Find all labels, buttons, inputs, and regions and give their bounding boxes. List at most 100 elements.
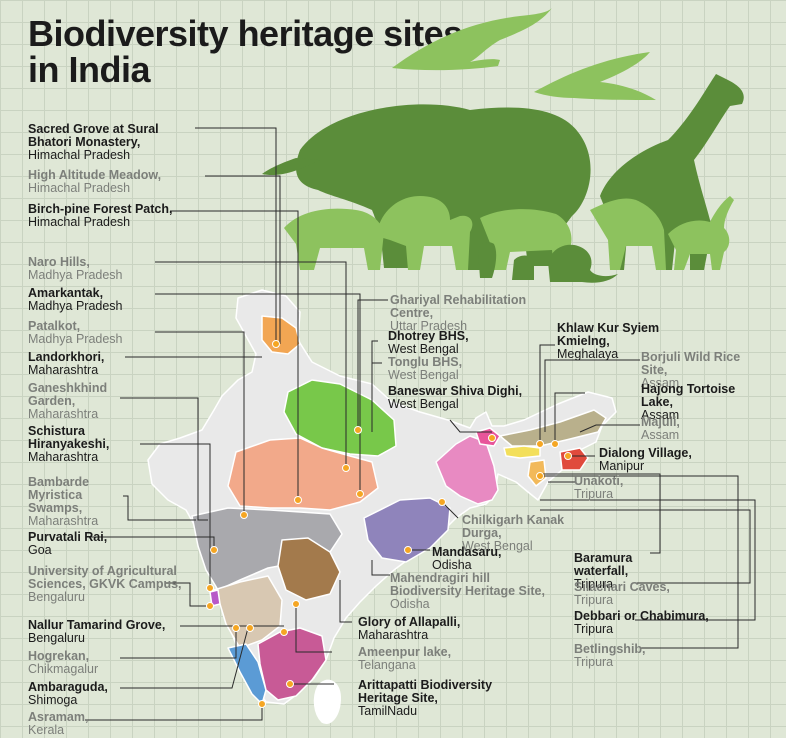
site-state: Maharashtra bbox=[28, 407, 99, 421]
site-name: Chilkigarh Kanak Durga, bbox=[462, 513, 565, 540]
marker-sural-bhatori bbox=[272, 340, 280, 348]
marker-ghariyal bbox=[354, 426, 362, 434]
site-label-chilkigarh: Chilkigarh Kanak Durga, West Bengal bbox=[462, 514, 602, 553]
site-state: Manipur bbox=[599, 459, 645, 473]
site-state: Odisha bbox=[432, 558, 472, 572]
site-name: Arittapatti Biodiversity Heritage Site, bbox=[358, 678, 493, 705]
marker-patalkot bbox=[240, 511, 248, 519]
site-label-arittapatti: Arittapatti Biodiversity Heritage Site, … bbox=[358, 679, 533, 718]
site-label-high-altitude-meadow: High Altitude Meadow, Himachal Pradesh bbox=[28, 169, 161, 195]
site-state: Kerala bbox=[28, 723, 65, 737]
site-state: Meghalaya bbox=[557, 347, 619, 361]
site-state: TamilNadu bbox=[358, 704, 418, 718]
sri-lanka-shape bbox=[313, 679, 341, 724]
site-label-landorkhori: Landorkhori, Maharashtra bbox=[28, 351, 104, 377]
site-label-silachari: Silachari Caves, Tripura bbox=[574, 581, 670, 607]
site-state: Assam bbox=[641, 376, 680, 390]
site-name: Tonglu BHS, bbox=[388, 355, 463, 369]
site-state: Bengaluru bbox=[28, 631, 85, 645]
site-name: Betlingshib, bbox=[574, 642, 646, 656]
site-name: Unakoti, bbox=[574, 474, 624, 488]
site-state: Madhya Pradesh bbox=[28, 299, 123, 313]
site-state: Shimoga bbox=[28, 693, 78, 707]
site-name: Hajong Tortoise Lake, bbox=[641, 382, 736, 409]
animal-silhouettes bbox=[262, 8, 744, 283]
site-state: West Bengal bbox=[462, 539, 533, 553]
site-label-ghariyal: Ghariyal Rehabilitation Centre, Uttar Pr… bbox=[390, 294, 565, 333]
site-label-ambaraguda: Ambaraguda, Shimoga bbox=[28, 681, 108, 707]
marker-schistura bbox=[206, 584, 214, 592]
site-state: Maharashtra bbox=[28, 514, 99, 528]
birds-icon bbox=[392, 8, 656, 100]
site-label-dialong: Dialong Village, Manipur bbox=[599, 447, 692, 473]
marker-purvatali bbox=[210, 546, 218, 554]
site-name: Schistura Hiranyakeshi, bbox=[28, 424, 110, 451]
madhya-pradesh-region bbox=[227, 437, 379, 511]
marker-hajong bbox=[551, 440, 559, 448]
site-state: West Bengal bbox=[388, 397, 459, 411]
marker-baneswar bbox=[488, 434, 496, 442]
site-state: West Bengal bbox=[388, 368, 459, 382]
marker-amarkantak bbox=[356, 490, 364, 498]
site-name: Majuli, bbox=[641, 415, 680, 429]
site-label-debbari: Debbari or Chabimura, Tripura bbox=[574, 610, 724, 636]
marker-arittapatti bbox=[286, 680, 294, 688]
site-name: Hogrekan, bbox=[28, 649, 90, 663]
marker-chilkigarh bbox=[438, 498, 446, 506]
site-name: Bambarde Myristica Swamps, bbox=[28, 475, 90, 515]
marker-asramam bbox=[258, 700, 266, 708]
site-name: Naro Hills, bbox=[28, 255, 90, 269]
site-name: Khlaw Kur Syiem Kmielng, bbox=[557, 321, 660, 348]
site-label-gkvk: University of Agricultural Sciences, GKV… bbox=[28, 565, 198, 604]
site-label-nallur: Nallur Tamarind Grove, Bengaluru bbox=[28, 619, 188, 645]
site-name: University of Agricultural Sciences, GKV… bbox=[28, 564, 182, 591]
site-state: Tripura bbox=[574, 593, 614, 607]
site-name: Amarkantak, bbox=[28, 286, 104, 300]
marker-naro-hills bbox=[342, 464, 350, 472]
site-state: Madhya Pradesh bbox=[28, 332, 123, 346]
site-state: Assam bbox=[641, 408, 680, 422]
marker-khlaw-kur bbox=[536, 440, 544, 448]
marker-gkvk bbox=[206, 602, 214, 610]
site-name: High Altitude Meadow, bbox=[28, 168, 162, 182]
site-label-schistura: Schistura Hiranyakeshi, Maharashtra bbox=[28, 425, 143, 464]
leader-lines bbox=[85, 127, 756, 721]
site-label-naro-hills: Naro Hills, Madhya Pradesh bbox=[28, 256, 123, 282]
site-state: Chikmagalur bbox=[28, 662, 99, 676]
meghalaya-region bbox=[503, 445, 541, 459]
uttar-pradesh-region bbox=[283, 379, 397, 457]
site-name: Ganeshkhind Garden, bbox=[28, 381, 108, 408]
site-label-amarkantak: Amarkantak, Madhya Pradesh bbox=[28, 287, 123, 313]
site-state: Uttar Pradesh bbox=[390, 319, 468, 333]
site-name: Asramam, bbox=[28, 710, 89, 724]
site-name: Purvatali Rai, bbox=[28, 530, 108, 544]
india-map bbox=[147, 289, 617, 724]
site-state: Telangana bbox=[358, 658, 416, 672]
site-name: Glory of Allapalli, bbox=[358, 615, 461, 629]
site-state: Tripura bbox=[574, 622, 614, 636]
kerala-region bbox=[227, 643, 267, 705]
himachal-region bbox=[261, 315, 301, 355]
site-label-birch-pine: Birch-pine Forest Patch, Himachal Prades… bbox=[28, 203, 173, 229]
site-name: Dhotrey BHS, bbox=[388, 329, 469, 343]
site-state: Himachal Pradesh bbox=[28, 215, 131, 229]
west-bengal-region bbox=[435, 435, 499, 505]
site-label-borjuli: Borjuli Wild Rice Site, Assam bbox=[641, 351, 751, 390]
deer-and-ram-icons bbox=[284, 196, 734, 270]
site-label-ganeshkhind: Ganeshkhind Garden, Maharashtra bbox=[28, 382, 123, 421]
site-label-patalkot: Patalkot, Madhya Pradesh bbox=[28, 320, 123, 346]
site-label-unakoti: Unakoti, Tripura bbox=[574, 475, 623, 501]
marker-tripura bbox=[536, 472, 544, 480]
site-name: Landorkhori, bbox=[28, 350, 105, 364]
marker-birch-pine bbox=[294, 496, 302, 504]
telangana-region bbox=[277, 537, 341, 601]
site-state: Maharashtra bbox=[28, 450, 99, 464]
site-state: Bengaluru bbox=[28, 590, 85, 604]
site-name: Mahendragiri hill Biodiversity Heritage … bbox=[390, 571, 545, 598]
marker-mandasaru bbox=[404, 546, 412, 554]
site-label-hogrekan: Hogrekan, Chikmagalur bbox=[28, 650, 98, 676]
title-line-2: in India bbox=[28, 49, 150, 90]
site-label-hajong: Hajong Tortoise Lake, Assam bbox=[641, 383, 766, 422]
